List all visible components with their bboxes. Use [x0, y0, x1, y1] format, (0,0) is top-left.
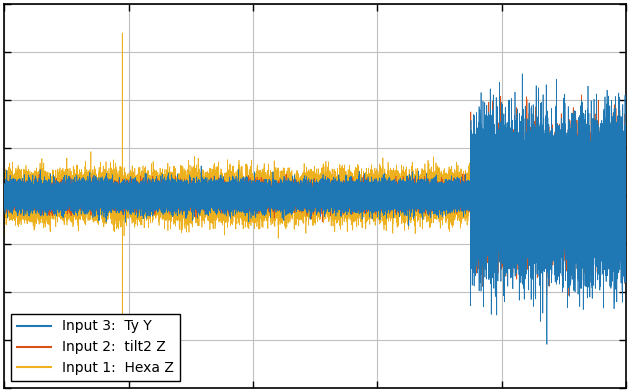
- Input 2:  tilt2 Z: (4.64e+04, 5.27): tilt2 Z: (4.64e+04, 5.27): [578, 93, 585, 97]
- Input 1:  Hexa Z: (5e+04, 2.73): Hexa Z: (5e+04, 2.73): [622, 141, 629, 146]
- Input 1:  Hexa Z: (4.36e+04, -7.73): Hexa Z: (4.36e+04, -7.73): [543, 342, 551, 347]
- Input 2:  tilt2 Z: (3.01e+04, -0.0341): tilt2 Z: (3.01e+04, -0.0341): [375, 194, 382, 199]
- Input 1:  Hexa Z: (4.17e+04, 6.37): Hexa Z: (4.17e+04, 6.37): [518, 71, 526, 76]
- Input 2:  tilt2 Z: (3.4e+03, 0.0659): tilt2 Z: (3.4e+03, 0.0659): [43, 192, 50, 197]
- Input 2:  tilt2 Z: (0, 0.0295): tilt2 Z: (0, 0.0295): [1, 193, 8, 198]
- Input 1:  Hexa Z: (1.2e+04, -0.491): Hexa Z: (1.2e+04, -0.491): [150, 203, 158, 208]
- Legend: Input 3:  Ty Y, Input 2:  tilt2 Z, Input 1:  Hexa Z: Input 3: Ty Y, Input 2: tilt2 Z, Input 1…: [11, 314, 180, 381]
- Line: Input 3:  Ty Y: Input 3: Ty Y: [4, 33, 626, 330]
- Input 1:  Hexa Z: (0, 0.174): Hexa Z: (0, 0.174): [1, 190, 8, 195]
- Input 3:  Ty Y: (3.4e+03, 0.336): Ty Y: (3.4e+03, 0.336): [43, 187, 50, 192]
- Input 3:  Ty Y: (1.2e+04, 0.326): Ty Y: (1.2e+04, 0.326): [150, 187, 158, 192]
- Input 3:  Ty Y: (9.5e+03, -7): Ty Y: (9.5e+03, -7): [118, 328, 126, 333]
- Input 2:  tilt2 Z: (3.71e+04, 0.172): tilt2 Z: (3.71e+04, 0.172): [462, 191, 469, 195]
- Input 3:  Ty Y: (3.01e+04, -0.619): Ty Y: (3.01e+04, -0.619): [375, 205, 382, 210]
- Input 1:  Hexa Z: (3.71e+04, -0.283): Hexa Z: (3.71e+04, -0.283): [462, 199, 469, 204]
- Input 1:  Hexa Z: (3.01e+04, 0.436): Hexa Z: (3.01e+04, 0.436): [375, 185, 382, 190]
- Input 2:  tilt2 Z: (5e+04, 0.168): tilt2 Z: (5e+04, 0.168): [622, 191, 629, 195]
- Input 2:  tilt2 Z: (1.91e+04, 0.206): tilt2 Z: (1.91e+04, 0.206): [239, 190, 246, 194]
- Input 3:  Ty Y: (2.71e+04, -0.135): Ty Y: (2.71e+04, -0.135): [338, 196, 345, 201]
- Input 3:  Ty Y: (3.71e+04, 0.207): Ty Y: (3.71e+04, 0.207): [462, 190, 469, 194]
- Input 1:  Hexa Z: (3.4e+03, -0.142): Hexa Z: (3.4e+03, -0.142): [43, 196, 50, 201]
- Input 1:  Hexa Z: (1.91e+04, 0.055): Hexa Z: (1.91e+04, 0.055): [239, 192, 246, 197]
- Input 1:  Hexa Z: (2.71e+04, -0.339): Hexa Z: (2.71e+04, -0.339): [338, 200, 345, 205]
- Line: Input 1:  Hexa Z: Input 1: Hexa Z: [4, 74, 626, 344]
- Input 3:  Ty Y: (9.5e+03, 8.5): Ty Y: (9.5e+03, 8.5): [118, 31, 126, 35]
- Input 3:  Ty Y: (0, 0.567): Ty Y: (0, 0.567): [1, 183, 8, 187]
- Input 2:  tilt2 Z: (2.71e+04, -0.225): tilt2 Z: (2.71e+04, -0.225): [338, 198, 345, 203]
- Input 2:  tilt2 Z: (4.54e+04, -5.19): tilt2 Z: (4.54e+04, -5.19): [564, 293, 572, 298]
- Input 3:  Ty Y: (5e+04, 0.422): Ty Y: (5e+04, 0.422): [622, 185, 629, 190]
- Input 3:  Ty Y: (1.92e+04, -0.0655): Ty Y: (1.92e+04, -0.0655): [239, 195, 246, 200]
- Input 2:  tilt2 Z: (1.2e+04, 0.384): tilt2 Z: (1.2e+04, 0.384): [150, 186, 158, 191]
- Line: Input 2:  tilt2 Z: Input 2: tilt2 Z: [4, 95, 626, 296]
